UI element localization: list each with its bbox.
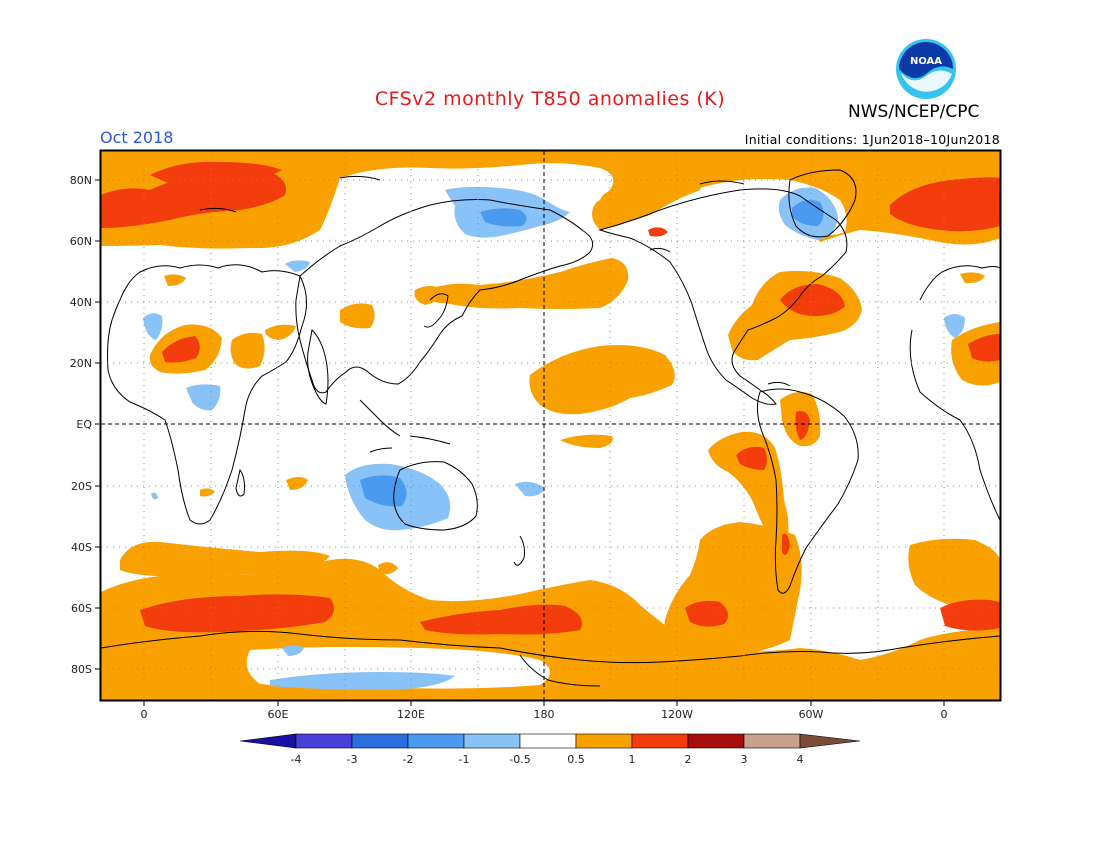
anomaly-south-america — [708, 431, 789, 546]
legend-label: 2 — [685, 753, 692, 766]
legend-cell — [351, 733, 409, 749]
color-legend — [239, 733, 861, 749]
legend-label: 4 — [797, 753, 804, 766]
lat-tick: 20N — [70, 357, 92, 370]
legend-cell — [575, 733, 633, 749]
lon-tick: 180 — [534, 708, 555, 721]
forecast-period: Oct 2018 — [100, 128, 174, 147]
legend-label: -2 — [403, 753, 414, 766]
lon-axis: 0 60E 120E 180 120W 60W 0 — [141, 708, 948, 721]
coastlines — [101, 169, 1000, 687]
anomaly-north-pacific — [420, 258, 629, 309]
anomaly-east-pacific — [529, 345, 675, 415]
legend-cell — [687, 733, 745, 749]
lat-tick: 40S — [71, 541, 92, 554]
legend-label: -0.5 — [509, 753, 530, 766]
legend-cell — [239, 733, 297, 749]
lon-tick: 0 — [141, 708, 148, 721]
legend-cell — [295, 733, 353, 749]
initial-conditions: Initial conditions: 1Jun2018–10Jun2018 — [744, 132, 1000, 147]
legend-label: 1 — [629, 753, 636, 766]
legend-cell — [407, 733, 465, 749]
legend-label: 3 — [741, 753, 748, 766]
lat-tick: 60N — [70, 235, 92, 248]
legend-labels: -4 -3 -2 -1 -0.5 0.5 1 2 3 4 — [291, 753, 804, 766]
org-label: NWS/NCEP/CPC — [848, 102, 980, 122]
lat-tick: 80N — [70, 174, 92, 187]
lat-tick: 60S — [71, 602, 92, 615]
legend-label: -1 — [459, 753, 470, 766]
legend-cell — [799, 733, 861, 749]
anomaly-arctic-north — [101, 151, 1000, 249]
legend-cell — [463, 733, 521, 749]
lon-tick: 0 — [941, 708, 948, 721]
lat-tick: 20S — [71, 480, 92, 493]
lon-tick: 60W — [799, 708, 824, 721]
legend-cell — [631, 733, 689, 749]
lat-tick: EQ — [76, 418, 92, 431]
legend-cell — [743, 733, 801, 749]
anomaly-field — [101, 151, 1000, 700]
legend-label: -3 — [347, 753, 358, 766]
lat-tick: 40N — [70, 296, 92, 309]
lon-tick: 120E — [397, 708, 425, 721]
noaa-logo: NOAA — [895, 38, 957, 100]
legend-label: -4 — [291, 753, 302, 766]
legend-cell — [519, 733, 577, 749]
map-frame — [99, 149, 1002, 702]
map-title: CFSv2 monthly T850 anomalies (K) — [374, 88, 726, 110]
lon-tick: 120W — [661, 708, 693, 721]
svg-text:NOAA: NOAA — [910, 56, 942, 67]
lat-axis: 80N 60N 40N 20N EQ 20S 40S 60S 80S — [70, 174, 93, 676]
lon-tick: 60E — [268, 708, 289, 721]
lat-tick: 80S — [71, 663, 92, 676]
legend-label: 0.5 — [567, 753, 585, 766]
